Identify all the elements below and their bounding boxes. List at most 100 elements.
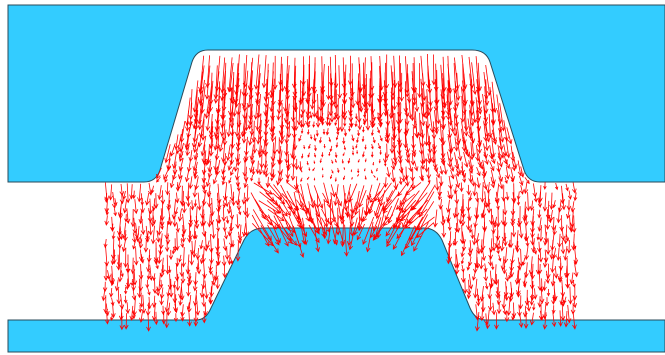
arrow bbox=[223, 182, 228, 202]
arrow bbox=[166, 287, 171, 297]
arrow bbox=[370, 129, 374, 137]
arrow bbox=[359, 207, 365, 222]
arrow bbox=[358, 87, 364, 113]
arrow bbox=[237, 231, 242, 245]
arrow bbox=[321, 81, 326, 108]
arrow bbox=[175, 182, 180, 192]
arrow bbox=[567, 190, 572, 200]
arrow bbox=[349, 119, 354, 128]
arrow bbox=[485, 310, 491, 330]
arrow bbox=[399, 72, 405, 102]
arrow bbox=[157, 215, 162, 236]
arrow bbox=[362, 119, 366, 126]
arrow bbox=[346, 225, 352, 247]
arrow bbox=[145, 193, 150, 206]
arrow bbox=[533, 193, 538, 203]
arrow bbox=[220, 57, 226, 94]
arrow bbox=[133, 199, 139, 215]
arrow bbox=[213, 71, 220, 104]
arrow bbox=[287, 206, 301, 220]
arrow bbox=[453, 184, 458, 195]
arrow bbox=[546, 288, 551, 297]
arrow bbox=[226, 113, 232, 138]
arrow bbox=[235, 241, 241, 262]
arrow bbox=[218, 137, 224, 153]
arrow bbox=[140, 254, 145, 264]
arrow bbox=[157, 249, 162, 265]
arrow bbox=[553, 265, 559, 279]
arrow bbox=[181, 230, 185, 238]
arrow bbox=[174, 231, 180, 252]
arrow bbox=[223, 230, 228, 240]
arrow bbox=[231, 191, 236, 207]
arrow bbox=[364, 198, 369, 216]
arrow bbox=[189, 200, 195, 211]
arrow bbox=[331, 159, 334, 164]
arrow bbox=[428, 143, 433, 163]
arrow bbox=[255, 160, 261, 175]
arrow bbox=[565, 233, 570, 242]
arrow bbox=[175, 133, 182, 155]
arrow bbox=[383, 177, 389, 188]
arrow bbox=[347, 158, 351, 164]
arrow bbox=[421, 95, 427, 118]
arrow bbox=[491, 302, 497, 316]
arrow bbox=[516, 286, 521, 298]
arrow bbox=[463, 113, 469, 137]
arrow bbox=[568, 286, 573, 305]
arrow bbox=[449, 160, 455, 172]
arrow bbox=[164, 174, 168, 183]
arrow bbox=[493, 216, 498, 229]
arrow bbox=[410, 94, 415, 122]
arrow bbox=[450, 169, 455, 180]
arrow bbox=[363, 111, 367, 119]
arrow bbox=[213, 271, 219, 282]
arrow bbox=[300, 222, 307, 245]
arrow bbox=[523, 280, 527, 288]
arrow bbox=[435, 168, 441, 179]
arrow bbox=[298, 134, 302, 142]
arrow bbox=[463, 151, 469, 168]
arrow bbox=[372, 161, 375, 166]
arrow bbox=[224, 247, 230, 261]
arrow bbox=[244, 185, 250, 203]
arrow bbox=[391, 119, 396, 142]
arrow bbox=[168, 278, 174, 298]
arrow bbox=[362, 126, 365, 133]
arrow bbox=[335, 135, 339, 141]
arrow bbox=[552, 288, 558, 302]
arrow bbox=[462, 174, 467, 183]
arrow bbox=[222, 265, 228, 279]
arrow bbox=[379, 149, 382, 156]
arrow bbox=[197, 104, 203, 131]
arrow bbox=[169, 175, 175, 189]
arrow bbox=[470, 230, 475, 240]
arrow bbox=[110, 255, 116, 266]
arrow bbox=[178, 158, 184, 172]
arrow bbox=[566, 199, 572, 211]
arrow bbox=[209, 206, 215, 226]
arrow bbox=[326, 225, 332, 245]
arrow bbox=[439, 176, 444, 187]
velocity-arrows bbox=[101, 53, 579, 332]
arrow bbox=[551, 305, 556, 315]
arrow bbox=[178, 296, 183, 306]
arrow bbox=[502, 144, 508, 157]
arrow bbox=[147, 207, 153, 223]
arrow bbox=[299, 119, 304, 129]
arrow bbox=[352, 145, 355, 151]
arrow bbox=[325, 128, 330, 136]
arrow bbox=[485, 126, 491, 143]
arrow bbox=[141, 294, 147, 314]
arrow bbox=[229, 152, 235, 166]
arrow bbox=[286, 159, 291, 172]
arrow bbox=[487, 287, 493, 300]
arrow bbox=[145, 279, 150, 289]
arrow bbox=[551, 312, 557, 328]
arrow bbox=[460, 257, 465, 265]
arrow bbox=[119, 193, 125, 205]
arrow bbox=[243, 70, 249, 98]
arrow bbox=[357, 103, 363, 131]
arrow bbox=[532, 303, 536, 311]
